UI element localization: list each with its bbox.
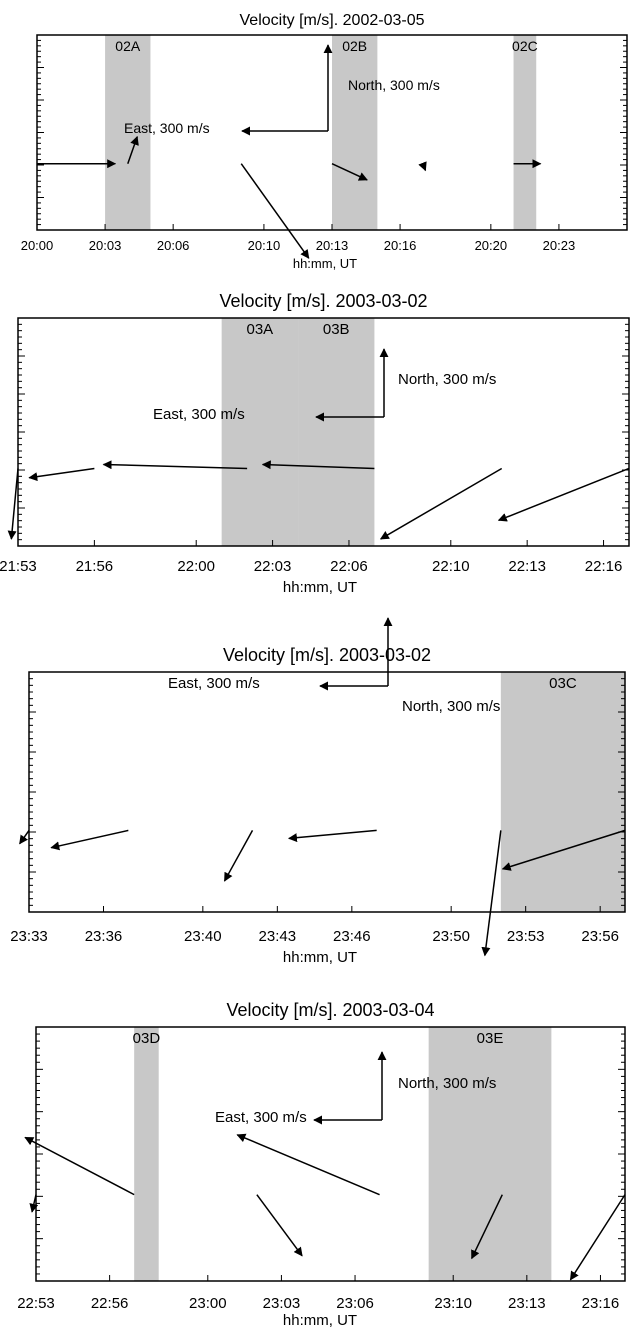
velocity-vector	[256, 1194, 303, 1257]
x-tick-label: 22:03	[254, 558, 292, 575]
east-scale-label: East, 300 m/s	[215, 1109, 307, 1126]
x-tick-label: 23:43	[259, 928, 297, 945]
velocity-vector	[471, 1194, 503, 1260]
velocity-vector	[418, 161, 427, 172]
x-tick-label: 21:53	[0, 558, 37, 575]
x-tick-label: 23:46	[333, 928, 371, 945]
shaded-interval-03a	[221, 318, 299, 546]
interval-label: 02A	[115, 38, 141, 54]
x-axis-label: hh:mm, UT	[293, 256, 357, 271]
chart-panel-2: Velocity [m/s]. 2003-03-02 03A 03B 21:53 21:…	[0, 291, 630, 596]
chart-panel-1: Velocity [m/s]. 2002-03-05 02A 02B 02C 20:00…	[21, 12, 628, 271]
east-scale-label: East, 300 m/s	[168, 675, 260, 692]
shaded-interval-03d	[134, 1027, 159, 1281]
x-tick-label: 22:10	[432, 558, 470, 575]
chart-panel-4: Velocity [m/s]. 2003-03-04 03D 03E 22:53 22:…	[17, 1000, 626, 1329]
interval-label: 03B	[323, 321, 350, 338]
velocity-vector	[223, 830, 254, 882]
interval-label: 03D	[133, 1030, 161, 1047]
x-axis-label: hh:mm, UT	[283, 579, 357, 596]
x-tick-label: 23:56	[581, 928, 619, 945]
x-tick-label: 22:00	[177, 558, 215, 575]
velocity-vector	[481, 830, 502, 957]
x-tick-label: 23:03	[263, 1295, 301, 1312]
chart-title: Velocity [m/s]. 2003-03-04	[226, 1000, 434, 1020]
x-tick-label: 22:56	[91, 1295, 129, 1312]
x-tick-label: 20:23	[543, 238, 576, 253]
x-tick-label: 22:06	[330, 558, 368, 575]
x-axis-label: hh:mm, UT	[283, 1312, 357, 1329]
velocity-vector	[50, 829, 129, 851]
velocity-vector	[379, 467, 503, 540]
x-tick-label: 23:53	[507, 928, 545, 945]
x-tick-label: 22:53	[17, 1295, 55, 1312]
velocity-vector	[261, 460, 375, 470]
x-axis-label: hh:mm, UT	[283, 949, 357, 966]
x-tick-label: 21:56	[76, 558, 114, 575]
velocity-vector	[24, 1136, 135, 1196]
north-scale-label: North, 300 m/s	[402, 698, 500, 715]
x-tick-label: 23:50	[432, 928, 470, 945]
x-tick-label: 20:03	[89, 238, 122, 253]
velocity-vector	[236, 1133, 380, 1196]
north-scale-label: North, 300 m/s	[398, 1075, 496, 1092]
interval-label: 03C	[549, 675, 577, 692]
east-scale-label: East, 300 m/s	[153, 406, 245, 423]
north-scale-label: North, 300 m/s	[398, 371, 496, 388]
x-tick-label: 20:13	[316, 238, 349, 253]
shaded-interval-03b	[298, 318, 375, 546]
shaded-interval-02b	[332, 35, 378, 230]
x-tick-label: 23:40	[184, 928, 222, 945]
x-tick-label: 20:10	[248, 238, 281, 253]
x-tick-label: 23:06	[336, 1295, 374, 1312]
velocity-vector	[28, 467, 95, 482]
velocity-vector	[19, 829, 30, 845]
velocity-vector	[331, 163, 368, 181]
chart-title: Velocity [m/s]. 2003-03-02	[219, 291, 427, 311]
chart-title: Velocity [m/s]. 2002-03-05	[240, 12, 425, 29]
velocity-vector	[501, 829, 626, 871]
x-tick-label: 20:16	[384, 238, 417, 253]
velocity-vector	[29, 1194, 39, 1213]
shaded-interval-03c	[500, 672, 625, 912]
velocity-vector	[497, 467, 630, 522]
velocity-vector	[127, 135, 139, 164]
x-tick-label: 23:33	[10, 928, 48, 945]
east-scale-label: East, 300 m/s	[124, 120, 210, 136]
chart-title: Velocity [m/s]. 2003-03-02	[223, 645, 431, 665]
velocity-vector	[7, 468, 19, 540]
north-scale-label: North, 300 m/s	[348, 77, 440, 93]
velocity-vector	[102, 460, 248, 470]
x-tick-label: 23:00	[189, 1295, 227, 1312]
interval-label: 03A	[247, 321, 274, 338]
x-tick-label: 22:13	[508, 558, 546, 575]
x-tick-label: 23:16	[582, 1295, 620, 1312]
velocity-vector	[569, 1194, 626, 1281]
interval-label: 02B	[342, 38, 367, 54]
x-tick-label: 22:16	[585, 558, 623, 575]
shaded-interval-02a	[105, 35, 151, 230]
interval-label: 03E	[477, 1030, 504, 1047]
x-tick-label: 23:36	[85, 928, 123, 945]
shaded-interval-03e	[428, 1027, 552, 1281]
chart-panel-3: Velocity [m/s]. 2003-03-02 03C 23:33 23:36 2…	[10, 617, 626, 966]
x-tick-label: 20:20	[475, 238, 508, 253]
shaded-interval-02c	[513, 35, 537, 230]
x-tick-label: 20:06	[157, 238, 190, 253]
x-tick-label: 23:10	[434, 1295, 472, 1312]
x-tick-label: 20:00	[21, 238, 54, 253]
x-tick-label: 23:13	[508, 1295, 546, 1312]
interval-label: 02C	[512, 38, 538, 54]
velocity-vector	[240, 163, 310, 259]
velocity-vector	[287, 829, 377, 843]
